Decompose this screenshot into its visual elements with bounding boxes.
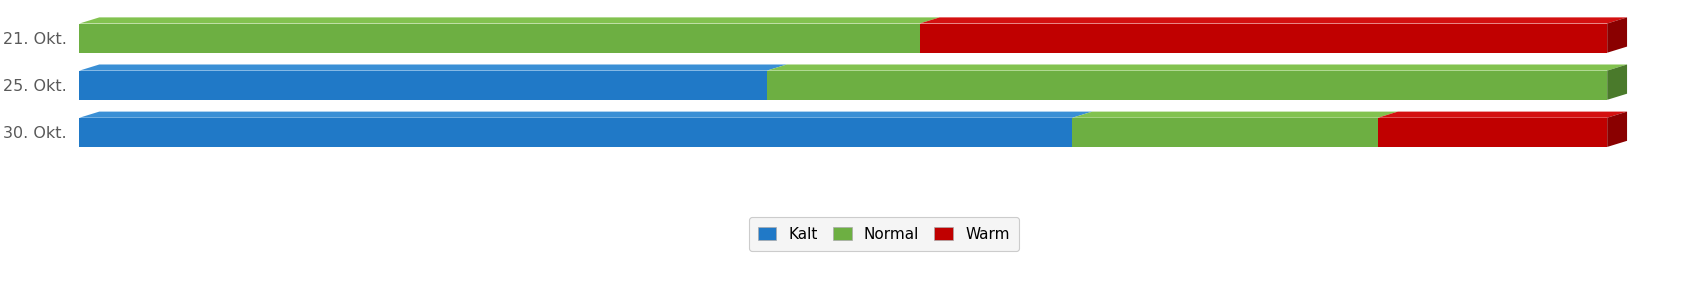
Bar (1072, 118, 1377, 147)
Polygon shape (80, 112, 1093, 118)
Bar (1377, 118, 1608, 147)
Polygon shape (767, 64, 1626, 71)
Bar (80, 71, 767, 100)
Polygon shape (80, 64, 786, 71)
Polygon shape (920, 17, 1626, 24)
Polygon shape (1608, 17, 1626, 53)
Bar (767, 71, 1608, 100)
Polygon shape (1072, 112, 1398, 118)
Polygon shape (1608, 64, 1626, 100)
Bar (80, 24, 920, 53)
Polygon shape (1608, 112, 1626, 147)
Bar (920, 24, 1608, 53)
Polygon shape (80, 17, 940, 24)
Legend: Kalt, Normal, Warm: Kalt, Normal, Warm (749, 218, 1018, 251)
Polygon shape (1377, 112, 1626, 118)
Bar (80, 118, 1072, 147)
